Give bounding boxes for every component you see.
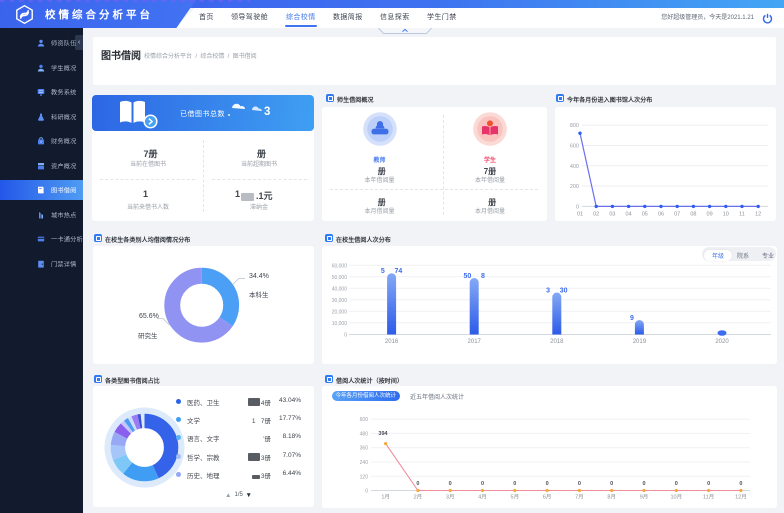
svg-text:02: 02 <box>593 212 599 218</box>
svg-text:0: 0 <box>578 481 581 487</box>
svg-text:07: 07 <box>674 212 680 218</box>
svg-text:394: 394 <box>378 431 388 437</box>
svg-text:800: 800 <box>570 123 579 129</box>
svg-text:50,000: 50,000 <box>332 275 348 281</box>
svg-text:11月: 11月 <box>703 494 714 501</box>
svg-text:360: 360 <box>360 446 369 452</box>
svg-text:2020: 2020 <box>715 339 729 345</box>
svg-text:0: 0 <box>610 481 613 487</box>
svg-text:60,000: 60,000 <box>332 263 348 269</box>
svg-text:0: 0 <box>449 481 452 487</box>
svg-text:600: 600 <box>570 144 579 150</box>
svg-text:2019: 2019 <box>633 339 647 345</box>
svg-text:30,000: 30,000 <box>332 298 348 304</box>
svg-text:0: 0 <box>546 481 549 487</box>
svg-text:0: 0 <box>739 481 742 487</box>
svg-text:01: 01 <box>577 212 583 218</box>
svg-text:7月: 7月 <box>575 494 584 501</box>
svg-text:04: 04 <box>626 212 632 218</box>
svg-text:120: 120 <box>360 474 369 480</box>
svg-text:0: 0 <box>365 489 368 495</box>
svg-text:12月: 12月 <box>735 494 747 501</box>
svg-text:52,174: 52,174 <box>381 268 403 275</box>
svg-text:0: 0 <box>344 333 347 339</box>
svg-text:12: 12 <box>755 212 761 218</box>
svg-text:03: 03 <box>609 212 615 218</box>
svg-text:0: 0 <box>576 204 579 210</box>
svg-text:0: 0 <box>481 481 484 487</box>
svg-text:40,000: 40,000 <box>332 286 348 292</box>
svg-text:480: 480 <box>360 431 369 437</box>
svg-text:200: 200 <box>570 184 579 190</box>
svg-text:10,000: 10,000 <box>332 321 348 327</box>
svg-text:1月: 1月 <box>381 494 390 501</box>
svg-text:600: 600 <box>360 417 369 423</box>
svg-text:9月: 9月 <box>640 494 649 501</box>
svg-text:08: 08 <box>690 212 696 218</box>
svg-text:2018: 2018 <box>550 339 564 345</box>
svg-text:5月: 5月 <box>511 494 520 501</box>
svg-text:6月: 6月 <box>543 494 552 501</box>
svg-text:2月: 2月 <box>414 494 423 501</box>
svg-text:05: 05 <box>642 212 648 218</box>
svg-text:09: 09 <box>707 212 713 218</box>
svg-text:9: 9 <box>630 315 634 322</box>
svg-text:50,838: 50,838 <box>463 273 485 280</box>
svg-text:06: 06 <box>658 212 664 218</box>
svg-text:11: 11 <box>739 212 745 218</box>
svg-text:240: 240 <box>360 460 369 466</box>
svg-text:8月: 8月 <box>607 494 616 501</box>
svg-text:2016: 2016 <box>385 339 399 345</box>
svg-text:0: 0 <box>513 481 516 487</box>
svg-text:0: 0 <box>675 481 678 487</box>
svg-text:10月: 10月 <box>670 494 682 501</box>
svg-text:4月: 4月 <box>478 494 487 501</box>
svg-text:400: 400 <box>570 164 579 170</box>
svg-text:0: 0 <box>642 481 645 487</box>
svg-text:34,730: 34,730 <box>546 288 568 295</box>
svg-text:20,000: 20,000 <box>332 309 348 315</box>
svg-text:0: 0 <box>416 481 419 487</box>
svg-text:2017: 2017 <box>468 339 482 345</box>
svg-text:3月: 3月 <box>446 494 455 501</box>
svg-text:10: 10 <box>723 212 729 218</box>
svg-text:0: 0 <box>707 481 710 487</box>
